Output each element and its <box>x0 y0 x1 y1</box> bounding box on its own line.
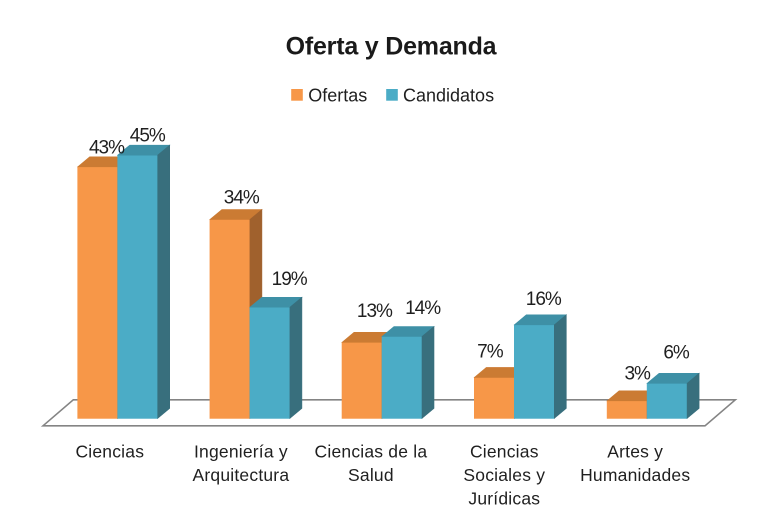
svg-text:3%: 3% <box>624 364 651 385</box>
svg-text:16%: 16% <box>526 289 562 310</box>
svg-text:Candidatos: Candidatos <box>403 86 494 106</box>
svg-text:6%: 6% <box>663 343 690 364</box>
svg-text:14%: 14% <box>405 298 441 319</box>
svg-text:7%: 7% <box>477 341 504 362</box>
svg-text:Oferta y Demanda: Oferta y Demanda <box>286 33 498 61</box>
svg-text:13%: 13% <box>357 301 393 322</box>
svg-text:Sociales y: Sociales y <box>463 465 545 485</box>
svg-text:Artes y: Artes y <box>607 442 663 462</box>
svg-text:Ciencias de la: Ciencias de la <box>315 442 428 462</box>
svg-text:Jurídicas: Jurídicas <box>468 489 540 509</box>
svg-text:Ciencias: Ciencias <box>470 442 539 462</box>
svg-text:Ciencias: Ciencias <box>75 442 144 462</box>
svg-text:Ofertas: Ofertas <box>308 86 367 106</box>
svg-text:Ingeniería y: Ingeniería y <box>194 442 288 462</box>
svg-text:19%: 19% <box>272 269 308 290</box>
svg-text:43%: 43% <box>89 137 125 158</box>
svg-text:Humanidades: Humanidades <box>580 465 690 485</box>
svg-text:Arquitectura: Arquitectura <box>193 465 290 485</box>
svg-text:34%: 34% <box>224 187 260 208</box>
svg-text:Salud: Salud <box>348 465 394 485</box>
svg-text:45%: 45% <box>130 126 166 147</box>
